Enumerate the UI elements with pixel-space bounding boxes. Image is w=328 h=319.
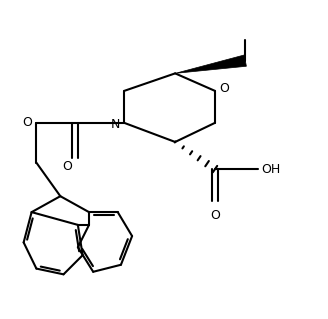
Polygon shape: [175, 55, 246, 73]
Text: N: N: [111, 118, 120, 131]
Text: O: O: [23, 116, 32, 129]
Text: O: O: [210, 209, 220, 222]
Text: O: O: [62, 160, 72, 173]
Text: OH: OH: [261, 163, 280, 175]
Text: O: O: [219, 82, 229, 95]
